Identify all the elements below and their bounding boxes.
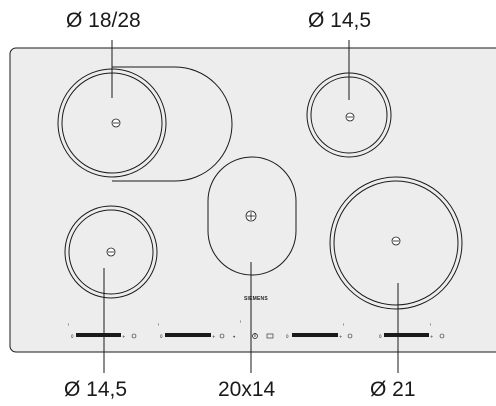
svg-text:0: 0 (379, 334, 382, 339)
label-top-right: Ø 14,5 (308, 9, 371, 32)
svg-text:0: 0 (71, 334, 74, 339)
svg-text:0: 0 (160, 334, 163, 339)
touch-slider-icon[interactable]: ⁞ 0 + (379, 322, 445, 339)
zone-bottom-right-inner (333, 180, 459, 306)
zone-center-oval (207, 156, 297, 276)
svg-text:⁞: ⁞ (343, 322, 344, 327)
zone-center-icon (245, 210, 257, 222)
zone-center-icon (106, 247, 116, 257)
brand-logo-text: SIEMENS (244, 296, 268, 302)
control-strip: ⁞ 0 + ⁞ 0 + ⁞ ⌖ ⁞ 0 + (68, 319, 445, 339)
extended-zone-outline (112, 66, 233, 182)
zone-center-icon (111, 118, 121, 128)
label-bottom-center: 20x14 (218, 378, 276, 401)
zone-bottom-left-outer (64, 205, 158, 299)
svg-text:⁞: ⁞ (158, 322, 159, 327)
svg-text:⁞: ⁞ (68, 322, 69, 327)
svg-text:⁞: ⁞ (430, 322, 431, 327)
svg-text:+: + (430, 334, 433, 339)
zone-center-icon (345, 112, 355, 122)
label-bottom-left: Ø 14,5 (64, 378, 127, 401)
svg-text:0: 0 (286, 334, 289, 339)
touch-slider-icon[interactable]: ⁞ 0 + (286, 322, 353, 339)
svg-text:+: + (122, 334, 125, 339)
svg-text:+: + (339, 334, 342, 339)
touch-slider-icon[interactable]: ⁞ 0 + (158, 322, 225, 339)
center-controls[interactable]: ⁞ ⌖ (233, 319, 274, 339)
zone-bottom-left-inner (68, 209, 154, 295)
svg-text:⌖: ⌖ (233, 334, 236, 339)
touch-slider-icon[interactable]: ⁞ 0 + (68, 322, 137, 339)
label-top-left: Ø 18/28 (66, 9, 141, 32)
svg-text:⁞: ⁞ (240, 319, 241, 324)
svg-text:+: + (212, 334, 215, 339)
zone-bottom-right-outer (329, 176, 463, 310)
label-bottom-right: Ø 21 (370, 378, 416, 401)
zone-center-icon (391, 236, 401, 246)
